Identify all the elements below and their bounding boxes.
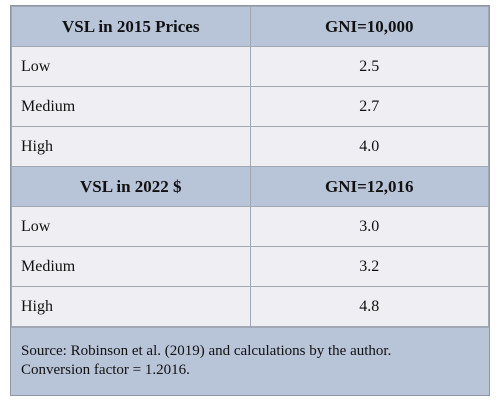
- vsl-table: VSL in 2015 Prices GNI=10,000 Low 2.5 Medium…: [11, 6, 489, 327]
- row-label: Low: [11, 46, 251, 87]
- row-label: Medium: [11, 86, 251, 127]
- row-label: High: [11, 126, 251, 167]
- header-cell: VSL in 2015 Prices: [11, 6, 251, 47]
- body-row: High 4.0: [11, 126, 489, 167]
- header-cell: VSL in 2022 $: [11, 166, 251, 207]
- row-label: Medium: [11, 246, 251, 287]
- row-label: High: [11, 286, 251, 327]
- source-note: Source: Robinson et al. (2019) and calcu…: [11, 327, 489, 395]
- header-cell: GNI=12,016: [249, 166, 489, 207]
- row-label: Low: [11, 206, 251, 247]
- value-cell: 3.2: [249, 246, 489, 287]
- value-cell: 4.0: [249, 126, 489, 167]
- body-row: Medium 3.2: [11, 246, 489, 287]
- body-row: High 4.8: [11, 286, 489, 327]
- note-line: Source: Robinson et al. (2019) and calcu…: [21, 343, 392, 359]
- body-row: Low 3.0: [11, 206, 489, 247]
- header-row: VSL in 2015 Prices GNI=10,000: [11, 6, 489, 47]
- body-row: Medium 2.7: [11, 86, 489, 127]
- header-cell: GNI=10,000: [249, 6, 489, 47]
- value-cell: 2.7: [249, 86, 489, 127]
- table-card: VSL in 2015 Prices GNI=10,000 Low 2.5 Medium…: [10, 5, 490, 396]
- body-row: Low 2.5: [11, 46, 489, 87]
- value-cell: 4.8: [249, 286, 489, 327]
- value-cell: 3.0: [249, 206, 489, 247]
- header-row: VSL in 2022 $ GNI=12,016: [11, 166, 489, 207]
- value-cell: 2.5: [249, 46, 489, 87]
- note-line: Conversion factor = 1.2016.: [21, 362, 190, 378]
